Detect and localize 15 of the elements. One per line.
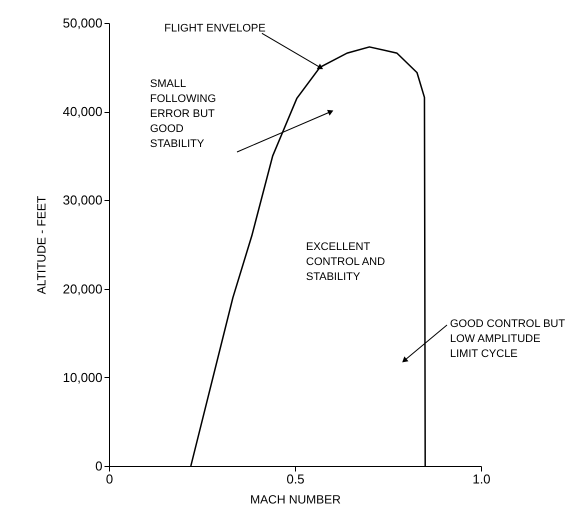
annotation: GOOD CONTROL BUT LOW AMPLITUDE LIMIT CYCLE xyxy=(450,318,566,360)
annotation: FLIGHT ENVELOPE xyxy=(164,22,266,34)
y-tick-label: 0 xyxy=(95,458,102,474)
y-tick-label: 30,000 xyxy=(62,192,102,208)
y-tick-label: 20,000 xyxy=(62,281,102,296)
x-tick-label: 0.5 xyxy=(286,472,305,486)
y-axis-title: ALTITUDE - FEET xyxy=(34,195,49,294)
y-tick-label: 40,000 xyxy=(62,104,102,120)
x-tick-label: 0 xyxy=(106,472,114,486)
x-tick-label: 1.0 xyxy=(472,472,491,486)
y-tick-label: 10,000 xyxy=(62,370,102,385)
x-axis-title: MACH NUMBER xyxy=(250,492,342,506)
annotation: SMALL FOLLOWING ERROR BUT GOOD STABILITY xyxy=(150,78,216,150)
annotation: EXCELLENT CONTROL AND STABILITY xyxy=(306,241,386,283)
y-tick-label: 50,000 xyxy=(62,16,102,30)
